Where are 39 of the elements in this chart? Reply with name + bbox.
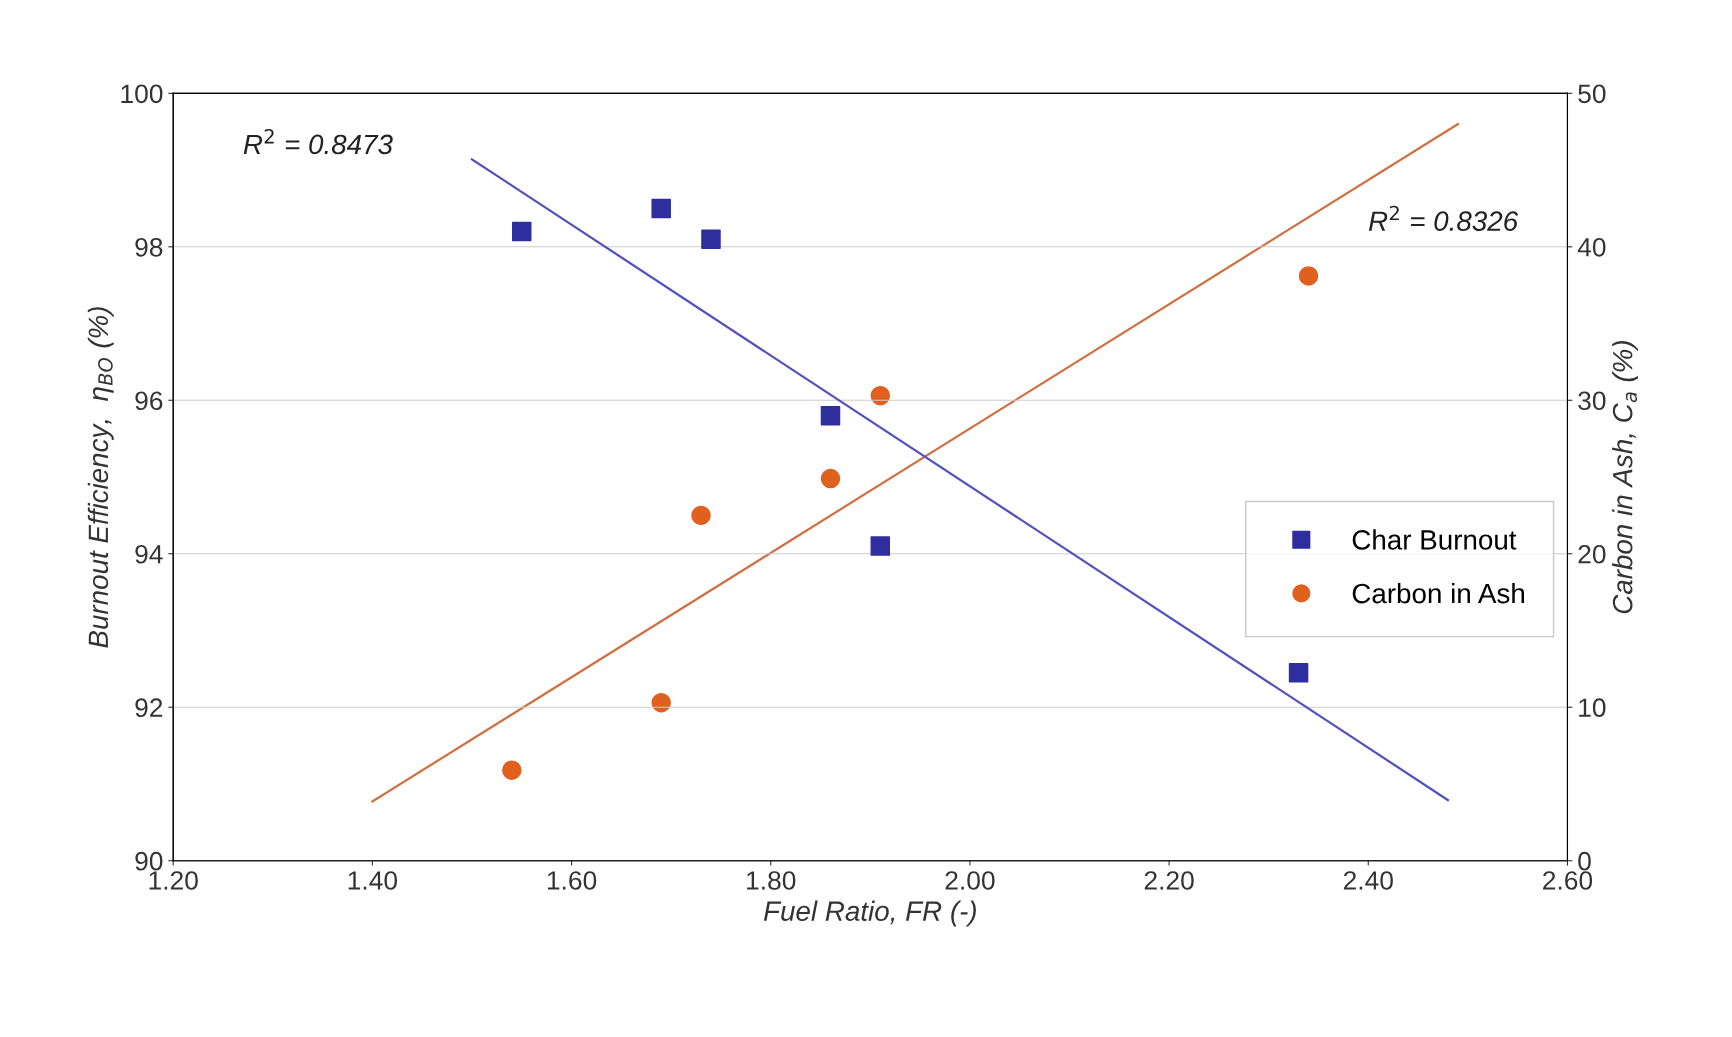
y2-tick-label: 10 xyxy=(1579,698,1606,718)
annotation: R$^{2}$ = 0.8326 xyxy=(1368,205,1519,232)
x-tick-label: 2.00 xyxy=(945,871,995,890)
point xyxy=(1288,662,1309,683)
x-tick-label: 1.80 xyxy=(747,871,796,890)
y2-tick-label: 20 xyxy=(1578,544,1606,564)
y-tick-label: 100 xyxy=(121,84,163,104)
x-tick-label: 2.20 xyxy=(1144,871,1194,890)
x-tick-label: 1.20 xyxy=(149,871,198,890)
point xyxy=(651,692,671,713)
y2-tick-label: 40 xyxy=(1577,237,1606,257)
y-tick-label: 90 xyxy=(135,851,163,871)
point xyxy=(820,405,841,426)
y-axis-title: Burnout Efficiency, η$_{BO}$ (%) xyxy=(87,307,114,648)
y-tick-label: 98 xyxy=(135,237,163,257)
y2-tick-label: 0 xyxy=(1578,851,1591,871)
y2-tick-label: 50 xyxy=(1578,84,1606,104)
point xyxy=(870,536,891,556)
y-tick-label: 94 xyxy=(135,544,163,564)
x-tick-label: 1.60 xyxy=(547,871,597,890)
y2-axis-title: Carbon in Ash, C$_{a}$ (%) xyxy=(1612,341,1638,614)
legend-label: Carbon in Ash xyxy=(1352,582,1524,604)
x-tick-label: 2.40 xyxy=(1343,871,1393,890)
point xyxy=(691,505,711,526)
point xyxy=(820,468,841,489)
x-tick-label: 1.40 xyxy=(348,871,398,890)
point xyxy=(1298,266,1319,286)
y2-tick-label: 30 xyxy=(1578,391,1606,411)
legend-label: Char Burnout xyxy=(1352,529,1517,550)
point xyxy=(502,760,522,780)
x-axis-title: Fuel Ratio, FR (-) xyxy=(763,900,976,927)
x-tick-label: 2.60 xyxy=(1543,871,1593,890)
y-tick-label: 96 xyxy=(135,391,163,411)
point xyxy=(651,198,671,219)
annotation: R$^{2}$ = 0.8473 xyxy=(243,128,393,155)
point xyxy=(870,385,891,406)
y-tick-label: 92 xyxy=(135,698,163,718)
point xyxy=(701,229,721,249)
point xyxy=(512,221,532,242)
